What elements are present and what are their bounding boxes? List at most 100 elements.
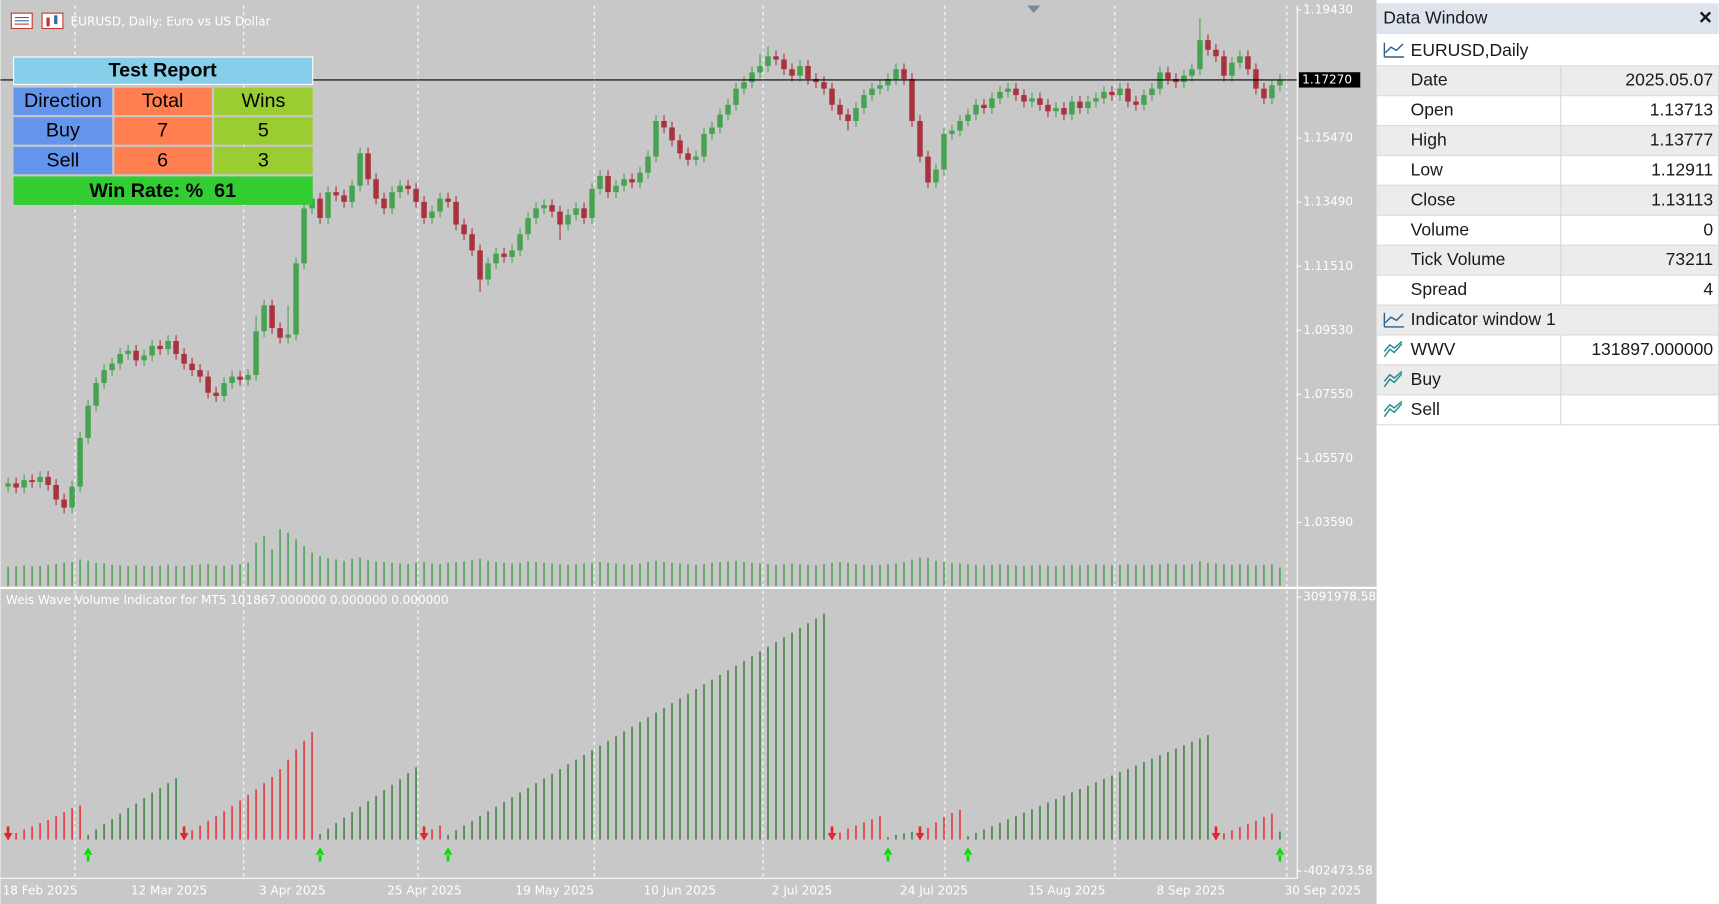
candle-body [1077, 101, 1083, 109]
candle-body [1253, 69, 1259, 89]
candle-body [517, 234, 523, 251]
dw-label: Volume [1411, 219, 1469, 239]
candle-body [245, 374, 251, 380]
candle-body [1069, 101, 1075, 115]
chart-header: EURUSD, Daily: Euro vs US Dollar [71, 14, 271, 28]
y-tick-label: 1.03590 [1303, 515, 1353, 529]
buffer-icon [1383, 341, 1403, 358]
data-window-titlebar [1376, 3, 1719, 34]
cell [13, 176, 313, 205]
cell [114, 117, 212, 145]
candle-body [845, 114, 851, 121]
candle-body [605, 175, 611, 193]
candle-body [773, 56, 779, 60]
candle-body [1245, 56, 1251, 70]
candle-body [1237, 56, 1243, 63]
candle-body [621, 179, 627, 186]
candle-body [197, 370, 203, 377]
candle-body [93, 383, 99, 406]
candle-body [645, 156, 651, 173]
candle-body [389, 192, 395, 209]
candle-body [741, 82, 747, 89]
candle-body [229, 376, 235, 384]
dw-section-title: Indicator window 1 [1411, 309, 1556, 329]
candle-body [781, 59, 787, 70]
candle-body [917, 120, 923, 157]
data-window-rows: Date 2025.05.07 Open 1.13713 High 1.13777 Low 1… [1376, 65, 1719, 426]
dw-label: Low [1411, 159, 1443, 179]
direction: Sell [46, 149, 79, 171]
candle-body [885, 78, 891, 86]
candle-body [317, 198, 323, 219]
dw-label: Date [1411, 70, 1448, 90]
chart-icon[interactable] [41, 12, 64, 30]
candle-body [253, 331, 259, 375]
candle-body [53, 484, 59, 500]
x-tick-label: 2 Jul 2025 [772, 883, 833, 897]
column-header: Total [142, 90, 184, 112]
candle-body [69, 486, 75, 508]
candle-body [573, 208, 579, 215]
candle-body [709, 127, 715, 134]
dw-row [1376, 95, 1719, 127]
dw-value: 0 [1703, 219, 1713, 239]
candle-body [149, 345, 155, 356]
cell [13, 146, 113, 175]
candle-body [901, 69, 907, 79]
close-button[interactable]: ✕ [1698, 7, 1713, 27]
candle-body [1213, 49, 1219, 57]
candle-body [1005, 88, 1011, 92]
candle-body [485, 263, 491, 280]
candle-body [1053, 108, 1059, 112]
y-tick-label: 1.05570 [1303, 451, 1353, 465]
candle-body [205, 376, 211, 393]
candle-body [501, 253, 507, 257]
candle-body [421, 201, 427, 219]
signal-arrow [883, 847, 893, 862]
candle-body [717, 114, 723, 128]
x-tick-label: 18 Feb 2025 [3, 883, 78, 897]
candle-body [325, 192, 331, 219]
candle-body [109, 363, 115, 371]
signal-arrow [179, 826, 189, 841]
candle-body [701, 133, 707, 157]
candle-body [1093, 98, 1099, 102]
candle-body [589, 188, 595, 219]
data-window: Data Window ✕ EURUSD,Daily Date 2025.05.0… [1376, 0, 1719, 904]
indicator-icon [1383, 312, 1405, 328]
candle-body [1109, 91, 1115, 96]
candle-body [661, 120, 667, 128]
candle-body [637, 172, 643, 183]
candle-body [285, 334, 291, 338]
candle-body [941, 133, 947, 170]
candle-body [237, 376, 243, 380]
y-tick-label: 3091978.58 [1303, 590, 1376, 604]
candle-body [101, 370, 107, 384]
shift-marker[interactable] [1027, 5, 1041, 14]
x-tick-label: 30 Sep 2025 [1285, 883, 1361, 897]
dw-value: 1.13777 [1650, 130, 1713, 150]
candle-body [869, 88, 875, 96]
y-tick-label: 1.09530 [1303, 323, 1353, 337]
candle-body [165, 340, 171, 350]
win-rate-label: Win Rate: % [89, 180, 203, 202]
direction: Buy [46, 120, 80, 142]
candle-body [973, 104, 979, 115]
candle-body [749, 72, 755, 83]
total: 6 [157, 149, 168, 171]
signal-arrow [3, 826, 13, 841]
signal-arrow [83, 847, 93, 862]
candle-body [357, 153, 363, 186]
candle-body [293, 263, 299, 335]
candle-body [269, 305, 275, 329]
candle-body [61, 499, 67, 508]
current-price-box [1298, 72, 1361, 88]
candle-body [1021, 95, 1027, 102]
x-tick-label: 12 Mar 2025 [131, 883, 207, 897]
candle-body [509, 250, 515, 257]
candle-body [685, 153, 691, 160]
candle-body [13, 483, 19, 488]
cell [214, 117, 313, 145]
candle-body [725, 104, 731, 115]
